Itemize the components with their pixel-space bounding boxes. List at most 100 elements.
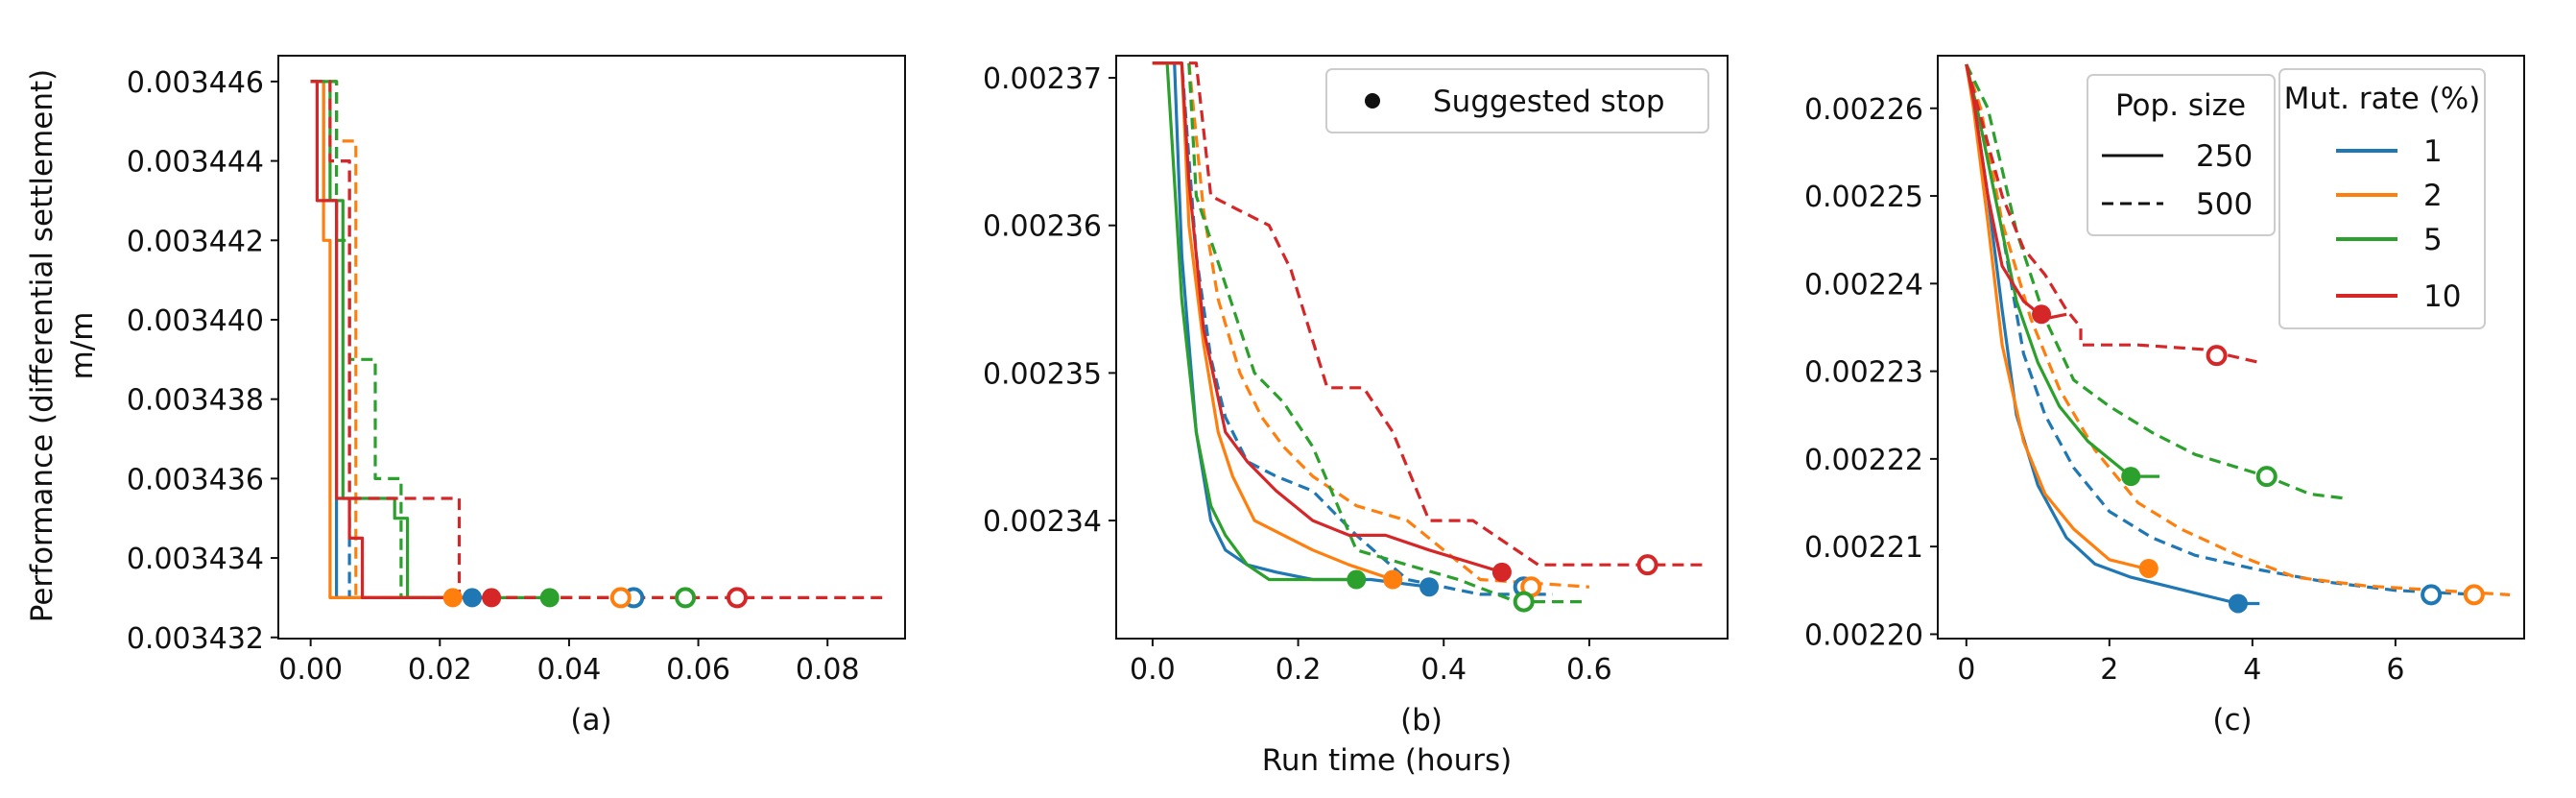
y-tick-label: 0.003446 <box>127 66 264 100</box>
panel-a: 0.00 0.02 0.04 0.06 0.08 0.003432 0.003434 0.00… <box>127 55 906 738</box>
panel-c: 0 2 4 6 0.00220 0.00221 0.00222 0.00223 0.00224 0… <box>1804 55 2525 738</box>
x-tick-label: 4 <box>2243 653 2261 687</box>
suggested-stop-marker <box>1513 591 1535 613</box>
legend-mut-rate-label-1: 1 <box>2423 134 2443 169</box>
x-tick-label: 0.2 <box>1276 653 1322 687</box>
y-tick-label: 0.00236 <box>983 210 1102 244</box>
series-line <box>310 80 621 600</box>
series-line <box>1965 63 2146 570</box>
legend-pop-size-label-250: 250 <box>2196 139 2253 174</box>
series-line <box>310 80 453 600</box>
suggested-stop-marker <box>1636 554 1658 576</box>
legend-mut-rate: Mut. rate (%) 1 2 5 10 <box>2278 68 2486 329</box>
series-line <box>1152 61 1706 567</box>
suggested-stop-marker <box>2463 584 2485 606</box>
series-line <box>1152 61 1357 582</box>
suggested-stop-marker <box>675 587 697 609</box>
x-tick-label: 0.04 <box>537 653 602 687</box>
suggested-stop-marker <box>1491 562 1512 582</box>
series-line <box>310 80 686 600</box>
x-tick-label: 0.4 <box>1420 653 1467 687</box>
series-line <box>310 80 634 600</box>
y-tick-label: 0.003434 <box>127 543 264 576</box>
panel-b: 0.0 0.2 0.4 0.6 0.00234 0.00235 0.00236 0.00237… <box>983 55 1729 738</box>
axes-frame <box>1937 55 2525 640</box>
y-tick-label: 0.00235 <box>983 357 1102 391</box>
y-axis-label: Performance (differential settlement) <box>25 69 60 623</box>
suggested-stop-marker <box>2032 304 2052 325</box>
suggested-stop-marker <box>1419 577 1440 597</box>
legend-mut-rate-frame <box>2278 68 2486 329</box>
suggested-stop-marker <box>462 588 482 608</box>
axes-frame <box>277 55 906 640</box>
legend-mut-rate-label-2: 2 <box>2423 179 2443 213</box>
suggested-stop-marker <box>2228 593 2248 614</box>
x-tick-label: 0.02 <box>408 653 472 687</box>
series-line <box>1152 61 1583 604</box>
series-line <box>1152 61 1503 574</box>
suggested-stop-marker <box>609 587 632 609</box>
legend-mut-rate-label-10: 10 <box>2423 279 2461 314</box>
y-tick-label: 0.003438 <box>127 384 264 418</box>
legend-pop-size-title: Pop. size <box>2115 88 2246 123</box>
axes-frame <box>1115 55 1729 640</box>
series-line <box>310 80 886 600</box>
legend-suggested-stop-frame <box>1325 68 1709 133</box>
panel-label: (b) <box>1400 703 1443 738</box>
y-axis-label-units: m/m <box>65 312 100 380</box>
y-tick-label: 0.00220 <box>1804 618 1923 652</box>
y-tick-label: 0.00224 <box>1804 268 1923 302</box>
series-line <box>1965 63 2159 478</box>
y-tick-label: 0.00221 <box>1804 531 1923 565</box>
x-tick-label: 0.6 <box>1566 653 1612 687</box>
y-tick-label: 0.00223 <box>1804 356 1923 390</box>
panel-label: (c) <box>2212 703 2252 738</box>
series-line <box>1152 61 1553 596</box>
x-tick-label: 0.06 <box>666 653 730 687</box>
suggested-stop-marker <box>482 588 502 608</box>
x-tick-label: 6 <box>2386 653 2404 687</box>
series-line <box>310 80 550 600</box>
x-tick-label: 0.00 <box>278 653 343 687</box>
panel-label: (a) <box>570 703 611 738</box>
y-tick-label: 0.00222 <box>1804 444 1923 477</box>
y-tick-label: 0.003444 <box>127 146 264 180</box>
suggested-stop-marker <box>1347 569 1367 590</box>
y-tick-label: 0.003436 <box>127 463 264 496</box>
series-line <box>310 80 492 600</box>
series-line <box>1965 63 2511 596</box>
y-tick-label: 0.003440 <box>127 304 264 338</box>
suggested-stop-marker <box>2421 584 2443 606</box>
series-line <box>1152 61 1590 589</box>
series-line <box>1965 63 2260 365</box>
legend-suggested-stop-label: Suggested stop <box>1433 85 1665 119</box>
x-tick-label: 2 <box>2100 653 2118 687</box>
y-tick-label: 0.003442 <box>127 225 264 258</box>
x-tick-label: 0.08 <box>796 653 860 687</box>
legend-suggested-stop-marker <box>1365 93 1380 109</box>
x-tick-label: 0.0 <box>1130 653 1176 687</box>
suggested-stop-marker <box>726 587 748 609</box>
x-axis-label: Run time (hours) <box>1262 743 1513 778</box>
y-tick-label: 0.003432 <box>127 622 264 656</box>
y-tick-label: 0.00226 <box>1804 93 1923 127</box>
suggested-stop-marker <box>2255 466 2278 488</box>
y-tick-label: 0.00225 <box>1804 181 1923 214</box>
y-tick-label: 0.00234 <box>983 505 1102 539</box>
suggested-stop-marker <box>442 588 463 608</box>
series-line <box>1152 61 1394 582</box>
legend-mut-rate-title: Mut. rate (%) <box>2284 82 2481 116</box>
legend-pop-size-label-500: 500 <box>2196 187 2253 222</box>
legend-pop-size: Pop. size 250 500 <box>2087 74 2276 236</box>
suggested-stop-marker <box>2138 558 2159 578</box>
legend-suggested-stop: Suggested stop <box>1325 68 1709 133</box>
suggested-stop-marker <box>2121 467 2141 487</box>
suggested-stop-marker <box>1383 569 1403 590</box>
legend-mut-rate-label-5: 5 <box>2423 223 2443 257</box>
y-tick-label: 0.00237 <box>983 62 1102 96</box>
series-line <box>310 80 472 600</box>
x-tick-label: 0 <box>1957 653 1975 687</box>
series-line <box>1965 63 2346 500</box>
suggested-stop-marker <box>539 588 560 608</box>
